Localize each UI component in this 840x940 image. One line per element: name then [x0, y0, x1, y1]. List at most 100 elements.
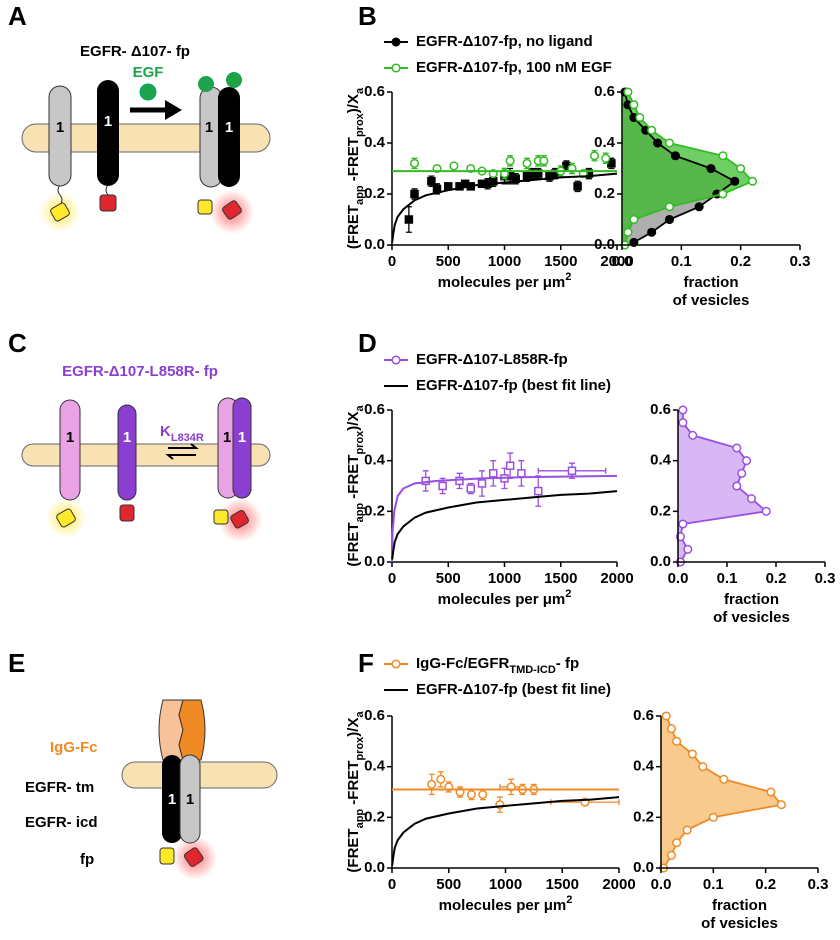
text-part: 2: [565, 271, 571, 283]
legend-marker: [391, 37, 401, 47]
receptor: [179, 754, 201, 844]
legend-marker: [391, 63, 401, 73]
text-part: app: [354, 809, 366, 829]
fc-domain: [178, 699, 206, 761]
domain-label: 1: [225, 119, 233, 136]
y-tick-label: 0.0: [364, 553, 385, 570]
axis: [391, 716, 619, 869]
y-tick-label: 0.2: [364, 808, 385, 825]
point: [623, 227, 633, 237]
y-tick-label: 0.4: [633, 758, 655, 775]
y-tick-label: 0.0: [364, 236, 385, 253]
text-part: )/X: [345, 94, 362, 113]
point: [427, 177, 436, 186]
point: [761, 506, 771, 516]
x-axis-label: of vesicles: [701, 915, 778, 932]
point: [449, 161, 459, 171]
y-tick-label: 0.6: [364, 401, 385, 418]
point: [742, 456, 752, 466]
point: [409, 158, 420, 168]
x-axis-label: of vesicles: [713, 609, 790, 626]
fp-yellow: [56, 508, 76, 528]
text-part: prox: [354, 736, 366, 761]
x-axis-label: of vesicles: [673, 292, 750, 309]
y-tick-label: 0.4: [650, 452, 672, 469]
x-tick-label: 0.3: [790, 253, 811, 270]
receptor: [59, 399, 81, 501]
text-part: app: [354, 185, 366, 205]
point: [629, 214, 639, 225]
point: [623, 87, 633, 97]
fit-line: [391, 172, 618, 243]
point: [653, 138, 663, 148]
fp-yellow: [159, 847, 175, 865]
x-axis-label: fraction: [724, 591, 779, 608]
ligand-label: EGF: [133, 64, 164, 81]
point: [567, 466, 577, 476]
point: [664, 138, 675, 148]
point: [573, 182, 582, 191]
text-part: (FRET: [345, 522, 362, 566]
point: [718, 189, 728, 199]
text-part: L834R: [171, 432, 204, 444]
text-part: molecules per μm: [438, 591, 566, 608]
panel-label: E: [8, 648, 25, 678]
x-tick-label: 2000: [602, 876, 635, 893]
receptor: [232, 397, 252, 499]
text-part: 2: [566, 894, 572, 906]
x-axis-label: fraction: [712, 897, 767, 914]
point: [647, 227, 657, 237]
point: [730, 176, 740, 186]
text-part: -FRET: [345, 137, 362, 185]
domain-label: 1: [168, 791, 176, 808]
point: [766, 787, 776, 797]
point: [666, 850, 677, 860]
text-part: -FRET: [345, 455, 362, 503]
x-tick-label: 1500: [546, 876, 579, 893]
receptor: [48, 85, 72, 187]
point: [694, 202, 704, 212]
x-tick-label: 0: [388, 253, 396, 270]
x-tick-label: 0: [388, 876, 396, 893]
x-tick-label: 0.1: [717, 570, 738, 587]
legend-marker: [391, 659, 401, 669]
y-tick-label: 0.4: [594, 134, 616, 151]
text-part: prox: [354, 112, 366, 137]
point: [505, 156, 515, 166]
point: [534, 486, 543, 496]
y-tick-label: 0.6: [364, 83, 385, 100]
point: [706, 163, 716, 174]
diagram-label: IgG-Fc: [50, 739, 98, 756]
point: [517, 469, 526, 478]
point: [647, 125, 657, 135]
point: [589, 151, 600, 161]
x-tick-label: 0.1: [703, 876, 724, 893]
x-tick-label: 1000: [489, 876, 522, 893]
point: [404, 215, 414, 224]
point: [478, 789, 488, 800]
fp-red: [119, 504, 135, 522]
point: [732, 443, 742, 453]
receptor: [117, 404, 137, 501]
x-tick-label: 500: [436, 876, 461, 893]
ligand: [198, 76, 214, 92]
text-part: 2: [565, 588, 571, 600]
legend-label: EGFR-Δ107-fp (best fit line): [416, 681, 611, 698]
text-part: a: [354, 87, 366, 94]
point: [505, 461, 515, 470]
y-tick-label: 0.4: [364, 134, 386, 151]
point: [466, 484, 475, 493]
point: [682, 825, 692, 835]
point: [489, 469, 498, 478]
point: [629, 100, 639, 110]
panel-label: F: [358, 648, 374, 678]
fp-yellow: [213, 509, 229, 525]
receptor: [162, 755, 182, 843]
y-tick-label: 0.2: [364, 502, 385, 519]
point: [688, 430, 698, 440]
text-part: -FRET: [345, 761, 362, 809]
domain-label: 1: [66, 429, 74, 446]
x-tick-label: 0.0: [612, 253, 633, 270]
diagram-c: EGFR-Δ107-L858R- fp 1 1 KL834R 1 1: [21, 363, 271, 542]
point: [737, 468, 747, 478]
